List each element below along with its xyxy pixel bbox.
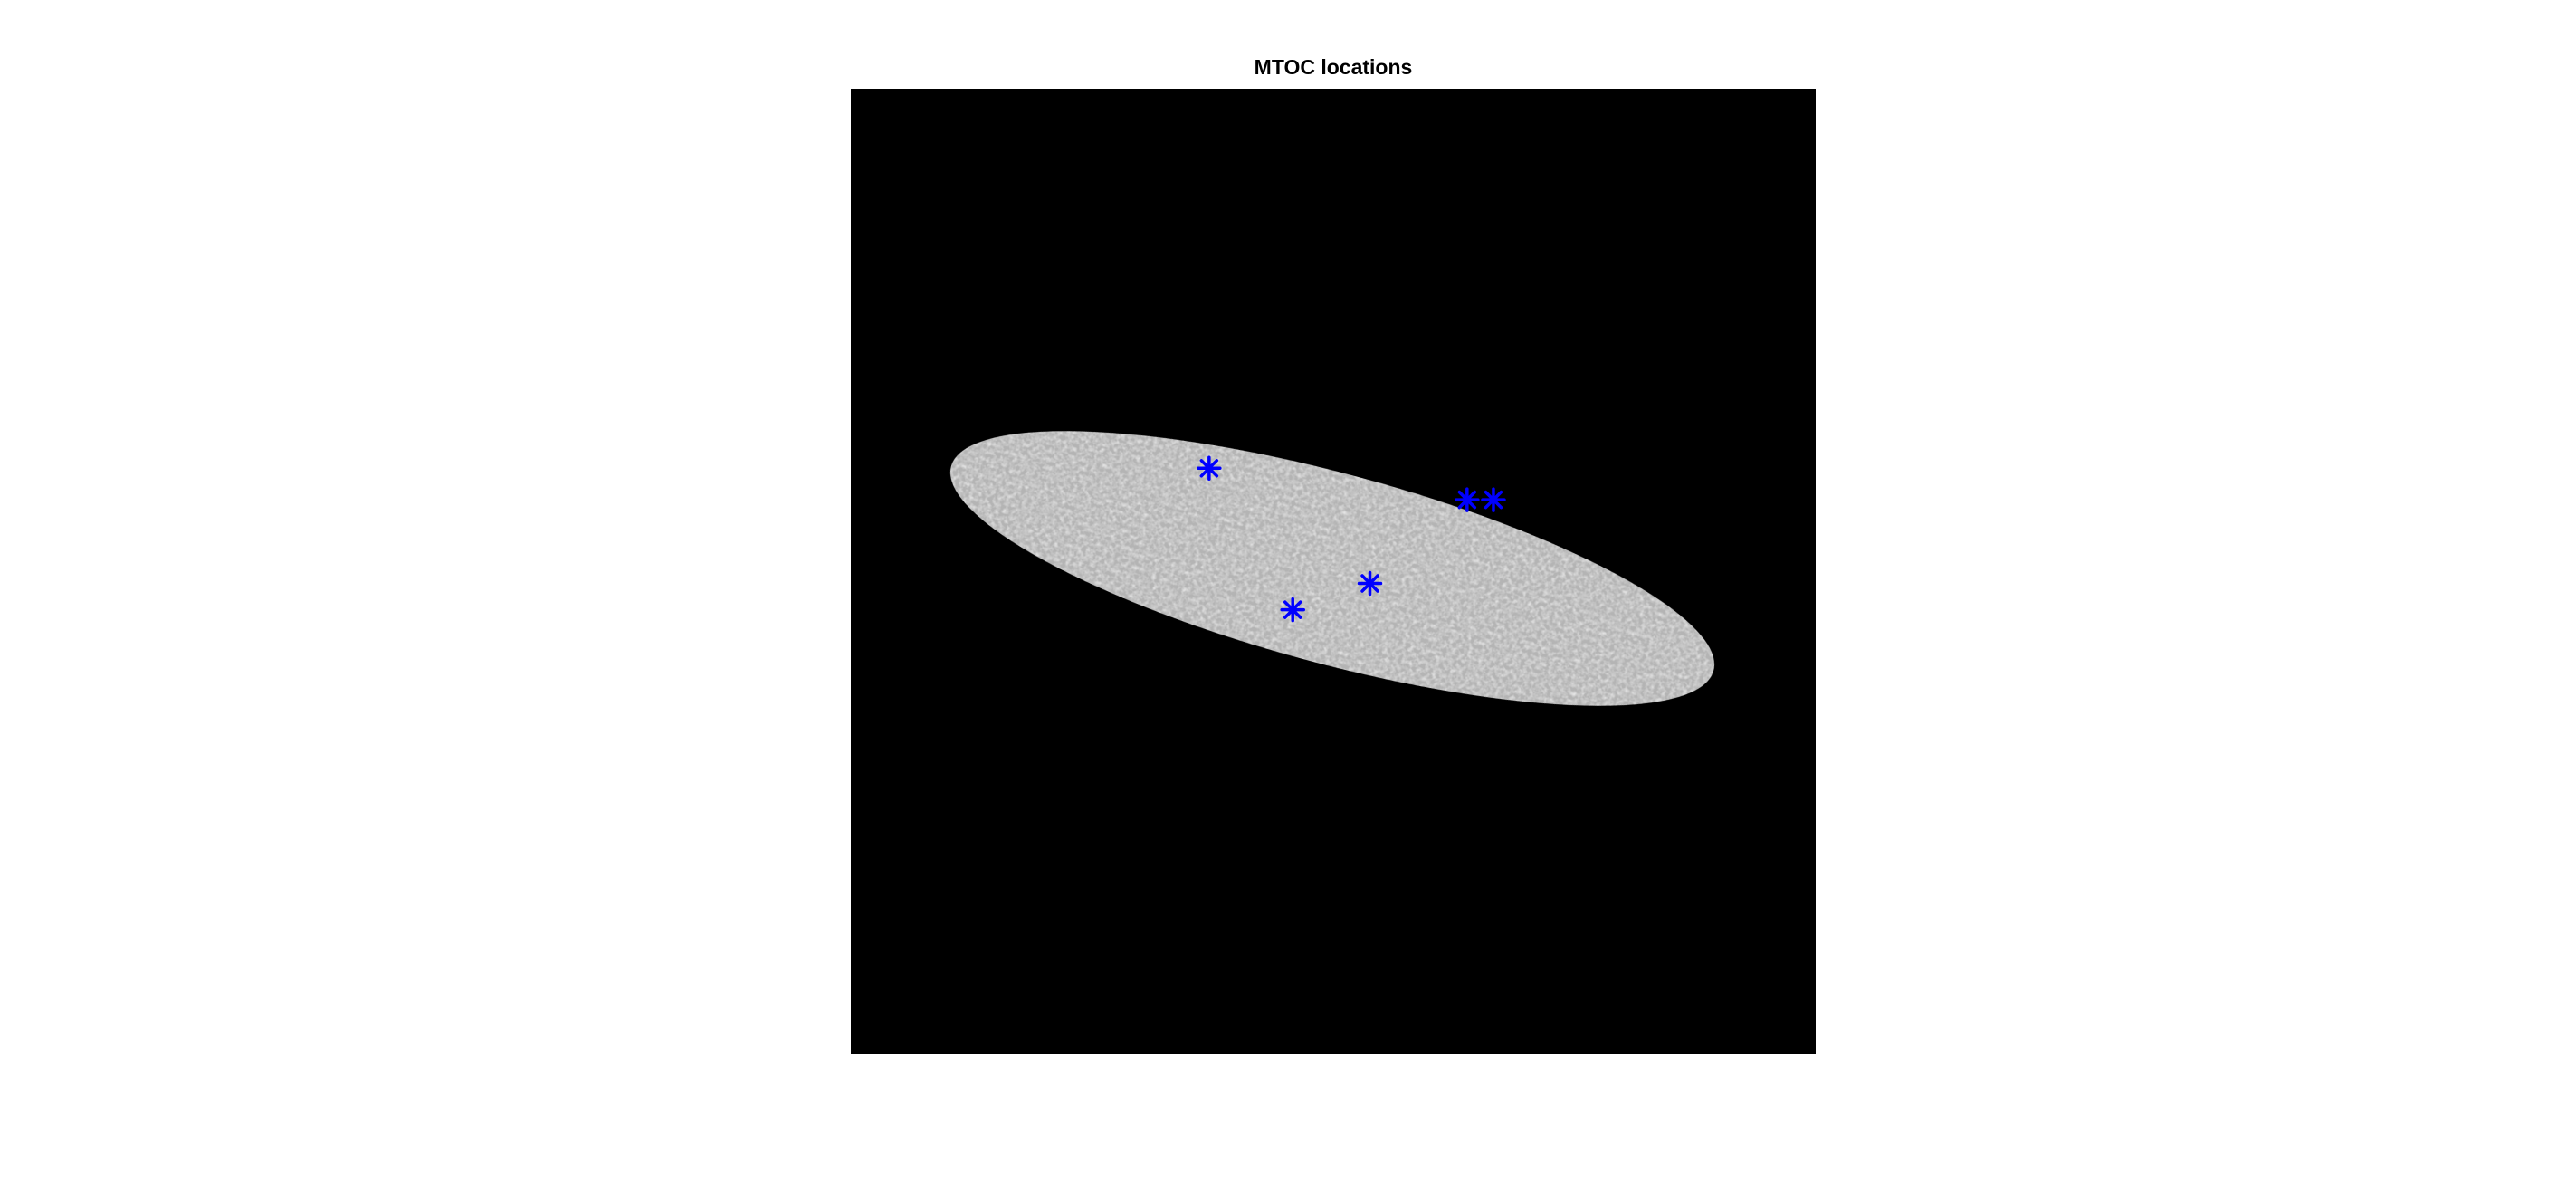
marker — [1197, 455, 1222, 482]
marker-stroke — [1283, 600, 1302, 619]
marker — [1357, 570, 1383, 597]
marker-stroke — [1360, 574, 1379, 593]
marker — [1481, 487, 1506, 512]
marker — [1455, 487, 1480, 512]
marker-stroke — [1199, 459, 1219, 478]
markers — [1197, 455, 1506, 623]
marker-stroke — [1457, 490, 1477, 510]
marker — [1280, 597, 1305, 623]
cell-image — [949, 431, 1715, 706]
chart-title: MTOC locations — [1255, 55, 1413, 79]
marker-stroke — [1484, 490, 1503, 510]
